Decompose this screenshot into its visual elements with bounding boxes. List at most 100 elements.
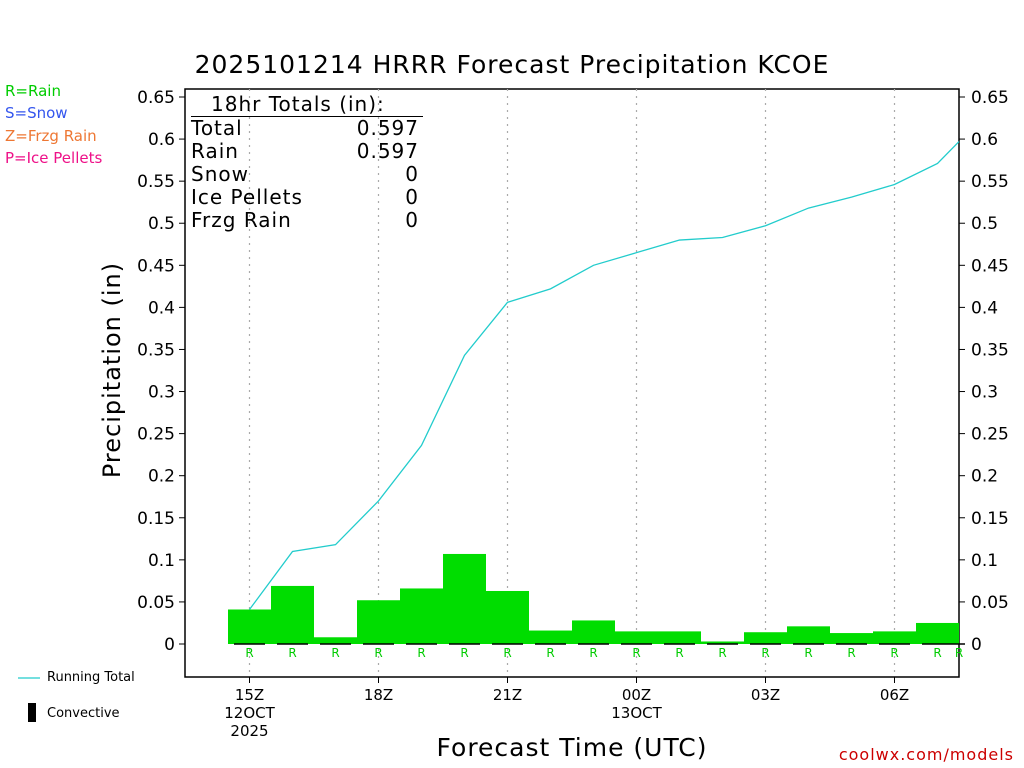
convective-legend-swatch <box>28 703 36 722</box>
precip-bar <box>615 631 658 644</box>
precip-bar <box>314 637 357 644</box>
y-tick-label-right: 0.2 <box>971 467 998 487</box>
totals-label: Ice Pellets <box>191 185 303 209</box>
legend-freezing-rain: Z=Frzg Rain <box>5 127 97 145</box>
x-tick-label: 00Z <box>622 686 651 704</box>
x-tick-label: 13OCT <box>611 704 662 722</box>
precip-bar <box>400 588 443 644</box>
ptype-label: R <box>503 646 511 660</box>
ptype-label: R <box>761 646 769 660</box>
totals-row-ice-pellets: Ice Pellets 0 <box>191 186 423 209</box>
precip-bar <box>271 585 314 644</box>
y-tick-label-right: 0.45 <box>971 256 1009 276</box>
precip-bar <box>830 633 873 644</box>
chart-title: 2025101214 HRRR Forecast Precipitation K… <box>194 50 830 79</box>
precip-bar <box>701 641 744 644</box>
precip-bar <box>486 590 529 644</box>
ptype-label: R <box>288 646 296 660</box>
totals-row-rain: Rain 0.597 <box>191 140 423 163</box>
ptype-label: R <box>675 646 683 660</box>
y-tick-label-left: 0.6 <box>148 130 175 150</box>
y-tick-label-right: 0.65 <box>971 88 1009 108</box>
ptype-label: R <box>460 646 468 660</box>
totals-label: Frzg Rain <box>191 208 292 232</box>
ptype-label: R <box>955 646 963 660</box>
legend-ice-pellets: P=Ice Pellets <box>5 149 103 167</box>
ptype-label: R <box>933 646 941 660</box>
x-tick-label: 18Z <box>364 686 393 704</box>
totals-label: Snow <box>191 162 249 186</box>
y-tick-label-right: 0 <box>971 635 982 655</box>
ptype-label: R <box>546 646 554 660</box>
y-axis-label: Precipitation (in) <box>98 261 126 479</box>
y-tick-label-right: 0.15 <box>971 509 1009 529</box>
running-total-line <box>248 141 960 610</box>
precip-bar <box>529 630 572 644</box>
y-tick-label-left: 0.3 <box>148 383 175 403</box>
x-tick-label: 06Z <box>880 686 909 704</box>
y-tick-label-right: 0.4 <box>971 298 998 318</box>
y-tick-label-left: 0.1 <box>148 551 175 571</box>
totals-row-frzg-rain: Frzg Rain 0 <box>191 209 423 232</box>
y-tick-label-right: 0.25 <box>971 425 1009 445</box>
precip-bar <box>572 620 615 644</box>
y-tick-label-left: 0.35 <box>137 340 175 360</box>
ptype-label: R <box>245 646 253 660</box>
y-tick-label-left: 0.65 <box>137 88 175 108</box>
plot-frame <box>184 88 960 678</box>
y-tick-label-left: 0.15 <box>137 509 175 529</box>
ptype-label: R <box>589 646 597 660</box>
x-tick-label: 15Z <box>235 686 264 704</box>
ptype-label: R <box>804 646 812 660</box>
totals-row-snow: Snow 0 <box>191 163 423 186</box>
y-tick-label-right: 0.1 <box>971 551 998 571</box>
y-tick-label-right: 0.55 <box>971 172 1009 192</box>
totals-row-total: Total 0.597 <box>191 117 423 140</box>
totals-value: 0 <box>405 185 419 209</box>
precip-bar <box>228 609 271 644</box>
ptype-label: R <box>417 646 425 660</box>
y-tick-label-left: 0.05 <box>137 593 175 613</box>
x-tick-label: 21Z <box>493 686 522 704</box>
x-tick-label: 03Z <box>751 686 780 704</box>
precip-bar <box>357 600 400 644</box>
x-tick-label: 12OCT <box>224 704 275 722</box>
y-tick-label-left: 0 <box>164 635 175 655</box>
ptype-label: R <box>632 646 640 660</box>
running-total-legend-label: Running Total <box>47 670 135 685</box>
totals-label: Rain <box>191 139 239 163</box>
y-tick-label-left: 0.2 <box>148 467 175 487</box>
y-tick-label-left: 0.4 <box>148 298 175 318</box>
totals-box: 18hr Totals (in): Total 0.597 Rain 0.597… <box>191 92 423 232</box>
totals-value: 0 <box>405 162 419 186</box>
x-axis-label: Forecast Time (UTC) <box>436 733 708 762</box>
precip-bar <box>443 553 486 644</box>
credit-link[interactable]: coolwx.com/models <box>838 745 1014 764</box>
y-tick-label-right: 0.5 <box>971 214 998 234</box>
y-tick-label-right: 0.35 <box>971 340 1009 360</box>
y-tick-label-right: 0.6 <box>971 130 998 150</box>
precip-bar <box>658 631 701 644</box>
precip-bar <box>744 632 787 644</box>
ptype-label: R <box>890 646 898 660</box>
y-tick-label-left: 0.45 <box>137 256 175 276</box>
legend-snow: S=Snow <box>5 104 68 122</box>
totals-label: Total <box>191 116 243 140</box>
totals-value: 0.597 <box>356 139 419 163</box>
convective-legend-label: Convective <box>47 706 120 721</box>
ptype-label: R <box>718 646 726 660</box>
precip-bar <box>916 622 959 644</box>
precip-bar <box>787 626 830 644</box>
totals-value: 0 <box>405 208 419 232</box>
y-tick-label-right: 0.05 <box>971 593 1009 613</box>
y-tick-label-left: 0.55 <box>137 172 175 192</box>
x-tick-label: 2025 <box>230 722 268 740</box>
totals-header: 18hr Totals (in): <box>191 92 423 117</box>
precip-bar <box>873 631 916 644</box>
legend-rain: R=Rain <box>5 82 61 100</box>
y-tick-label-left: 0.5 <box>148 214 175 234</box>
totals-value: 0.597 <box>356 116 419 140</box>
y-tick-label-right: 0.3 <box>971 383 998 403</box>
y-tick-label-left: 0.25 <box>137 425 175 445</box>
